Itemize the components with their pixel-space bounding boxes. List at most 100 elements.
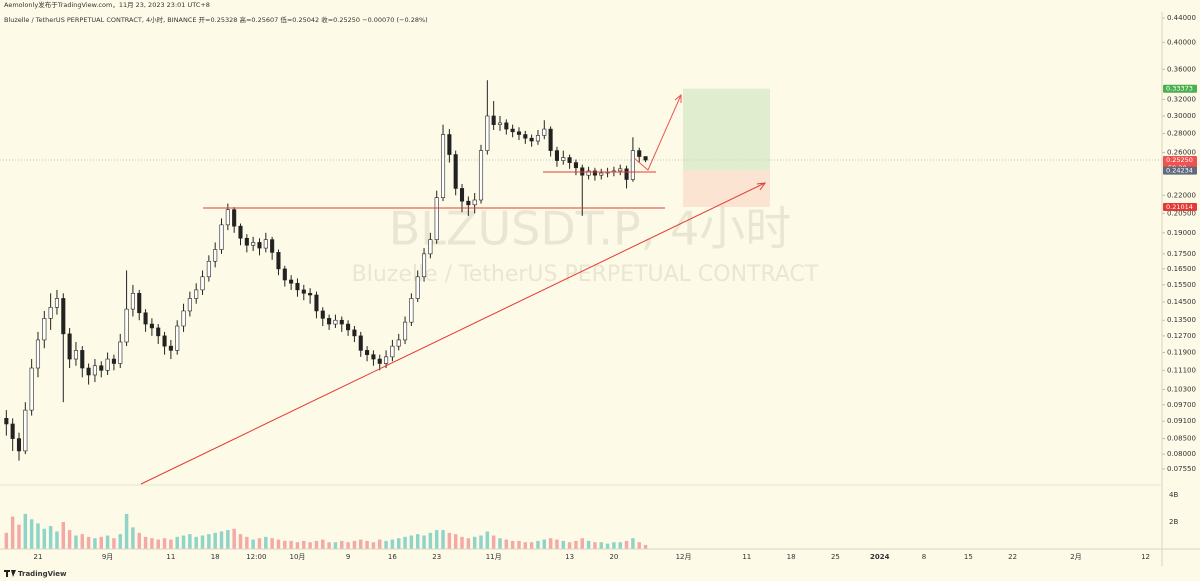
volume-bar [624, 540, 629, 549]
candle-body [440, 134, 446, 198]
volume-bar [112, 538, 116, 549]
volume-bar [504, 539, 509, 549]
volume-bar [207, 534, 211, 549]
volume-bar [194, 536, 198, 549]
y-tick-label: 0.16500 [1167, 265, 1196, 273]
candle-body [156, 327, 161, 337]
x-tick-label: 11 [742, 553, 751, 561]
candle-body [371, 354, 376, 360]
volume-bar [118, 534, 122, 549]
target-zone [683, 88, 770, 171]
volume-bar [529, 542, 534, 549]
volume-bar [61, 521, 66, 549]
volume-bar [42, 528, 47, 549]
candle-body [219, 224, 224, 250]
y-tick-label: 0.30000 [1167, 112, 1196, 120]
x-tick-label: 13 [565, 553, 574, 561]
y-tick-label: 0.28000 [1167, 130, 1196, 138]
volume-bar [466, 538, 471, 549]
candle-body [29, 367, 34, 411]
volume-bar [643, 544, 648, 549]
volume-bar [321, 539, 325, 549]
candle-body [478, 150, 484, 201]
candle-body [396, 339, 401, 347]
x-tick-label: 18 [787, 553, 796, 561]
candle-body [200, 276, 205, 291]
x-tick-label: 11 [166, 553, 175, 561]
volume-bar [86, 536, 91, 549]
volume-bar [593, 542, 597, 549]
footer-logo: TradingView [4, 570, 67, 578]
volume-bar [264, 536, 268, 549]
candle-body [542, 128, 547, 136]
brand: TradingView [18, 570, 67, 578]
trend-line [140, 182, 766, 485]
volume-bar [409, 535, 414, 549]
candle-body [390, 345, 395, 358]
candle-body [251, 242, 256, 246]
price-label: 0.21014 [1166, 203, 1193, 211]
volume-bar [523, 542, 528, 549]
volume-tick-label: 2B [1169, 518, 1178, 526]
volume-bar [36, 523, 40, 549]
volume-bar [124, 513, 129, 549]
volume-bar [422, 535, 426, 549]
volume-bar [453, 534, 458, 549]
volume-bar [55, 531, 59, 549]
stop-zone [683, 170, 770, 208]
candle-body [618, 168, 623, 172]
candle-body [466, 200, 471, 206]
candle-body [592, 170, 597, 176]
volume-bar [447, 532, 452, 549]
candle-body [535, 135, 541, 142]
candle-body [143, 312, 148, 325]
volume-bar [510, 540, 515, 549]
volume-bar [384, 540, 388, 549]
candle-body [4, 418, 9, 425]
volume-bar [548, 538, 553, 549]
candle-body [422, 253, 427, 278]
trend-arrow-head [756, 182, 767, 191]
candle-body [213, 249, 218, 262]
candle-body [137, 292, 142, 314]
candle-body [35, 339, 41, 369]
y-tick-label: 0.20500 [1167, 209, 1196, 217]
volume-bar [327, 542, 331, 549]
candle-body [516, 131, 522, 135]
volume-bar [599, 542, 603, 549]
volume-bar [314, 540, 319, 549]
volume-bar [517, 540, 521, 549]
candle-body [124, 308, 129, 343]
x-tick-label: 8 [922, 553, 926, 561]
candle-body [314, 294, 319, 312]
y-tick-label: 0.14500 [1167, 298, 1196, 306]
volume-bar [574, 540, 578, 549]
volume-bar [181, 535, 186, 549]
volume-bar [346, 542, 350, 549]
volume-bar [29, 519, 34, 549]
candle-body [257, 242, 262, 249]
x-tick-label: 20 [609, 553, 618, 561]
candle-body [510, 128, 515, 133]
volume-bar [302, 540, 306, 549]
volume-bar [631, 538, 635, 549]
y-tick-label: 0.26000 [1167, 149, 1196, 157]
y-tick-label: 0.08500 [1167, 435, 1196, 443]
volume-bar [377, 539, 382, 549]
candle-body [206, 260, 211, 278]
candle-body [187, 298, 192, 312]
volume-bar [219, 531, 224, 549]
candle-body [339, 319, 344, 325]
candle-body [86, 367, 91, 376]
volume-bar [460, 536, 464, 549]
volume-bar [257, 538, 262, 549]
volume-bar [371, 542, 376, 549]
volume-bar [441, 530, 445, 549]
volume-bar [131, 527, 135, 549]
candle-body [409, 298, 414, 323]
projection-arrow-head [674, 93, 682, 103]
candle-body [403, 321, 408, 341]
volume-bar [67, 530, 72, 549]
y-tick-label: 0.09700 [1167, 401, 1196, 409]
